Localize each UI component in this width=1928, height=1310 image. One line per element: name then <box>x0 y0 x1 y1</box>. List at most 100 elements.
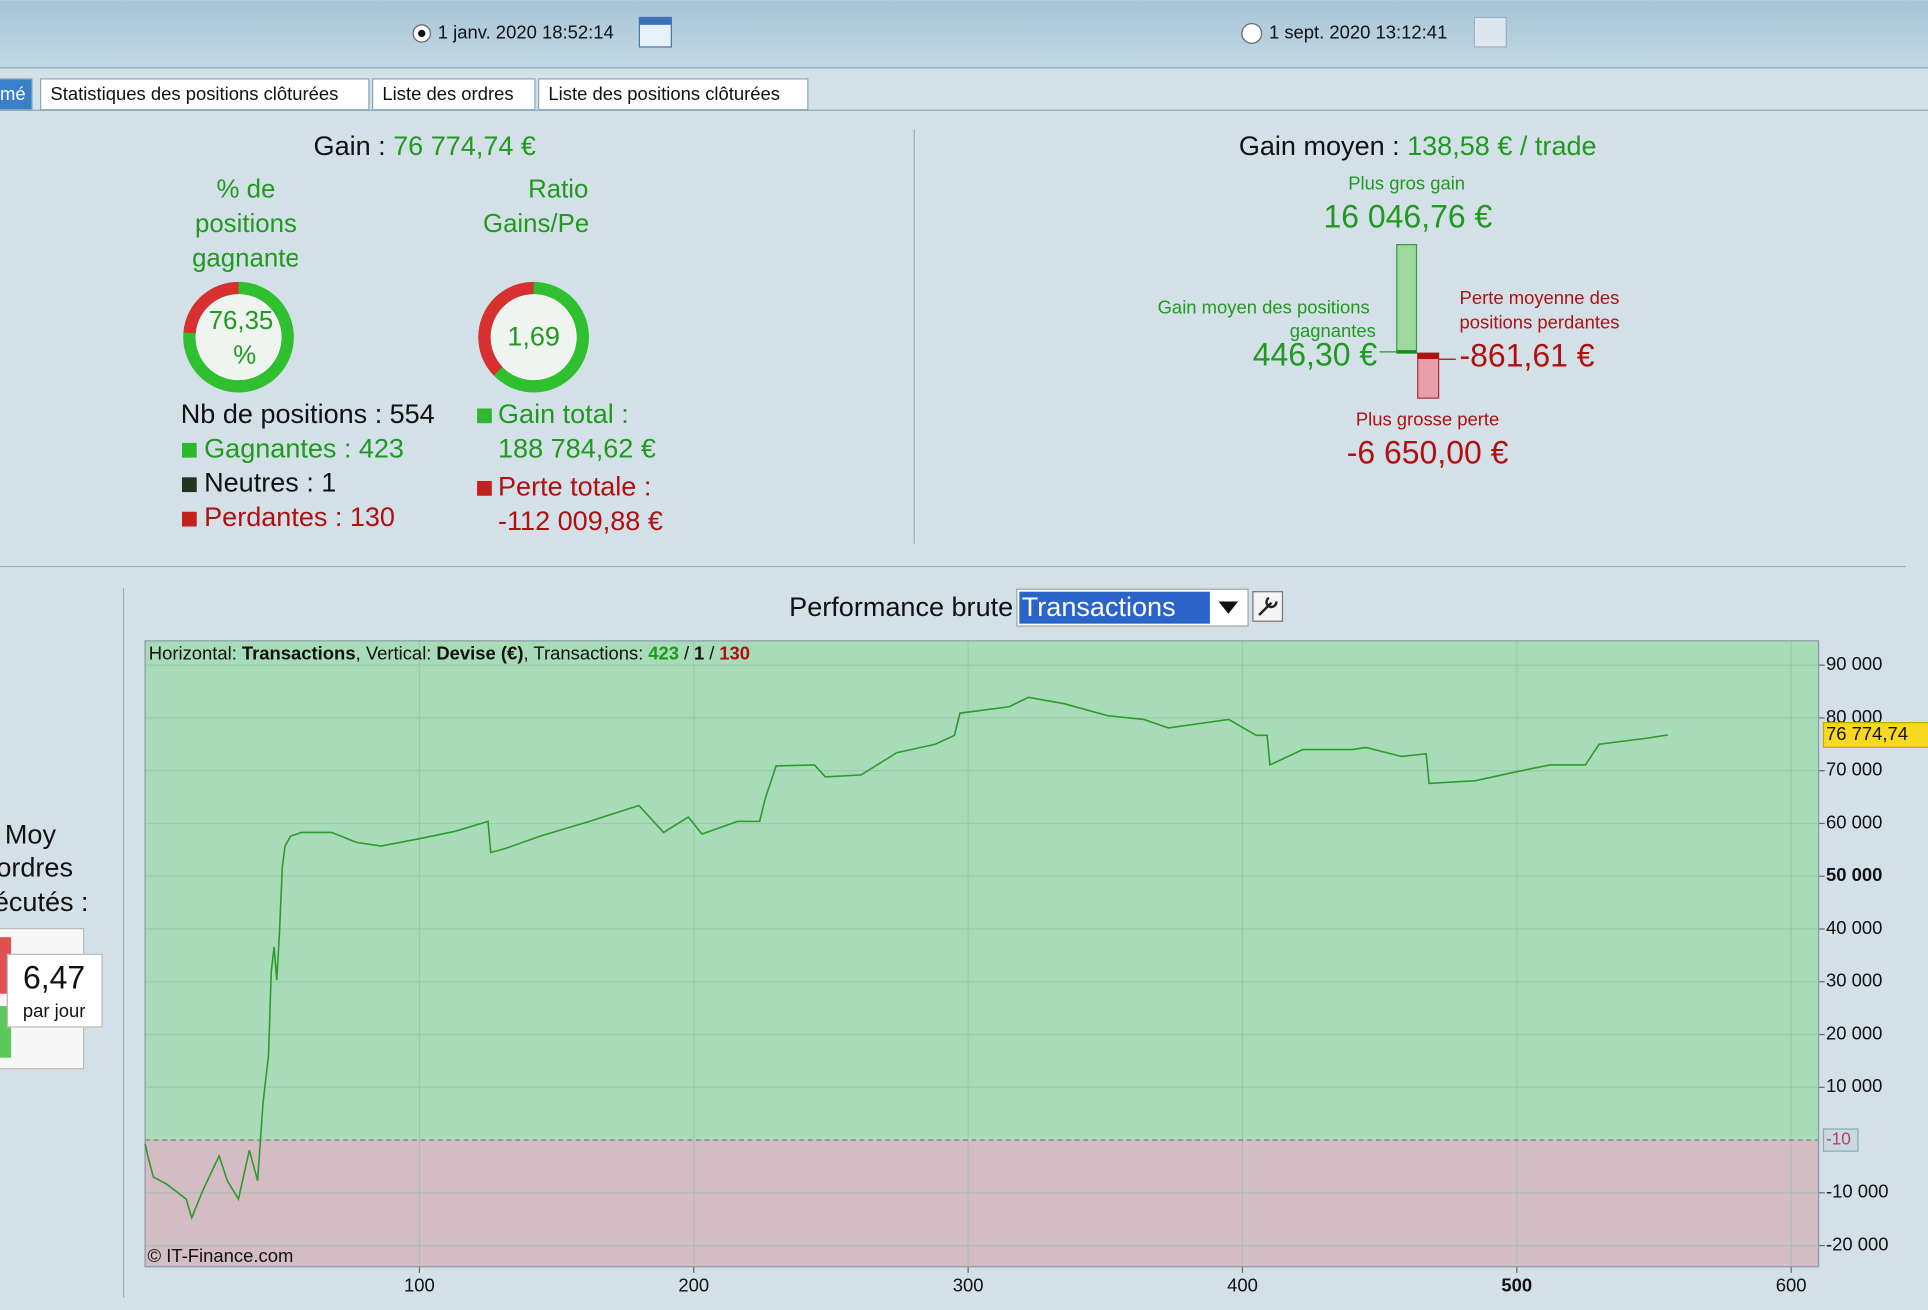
tab[interactable] <box>39 78 370 111</box>
positive-zone <box>145 640 1819 1141</box>
orders-label: Moy <box>5 820 57 850</box>
info-part: , Vertical: <box>356 642 432 663</box>
tab[interactable] <box>0 78 33 111</box>
y-tick-label: 90 000 <box>1826 653 1882 674</box>
radio-end[interactable] <box>1241 22 1263 44</box>
positions-label: Nb de positions : <box>181 399 382 429</box>
extremes-bars <box>1396 244 1440 399</box>
losers: Perdantes : 130 <box>204 502 395 532</box>
orders-icon <box>0 1006 12 1058</box>
plot-frame <box>144 640 1820 1268</box>
ratio: 1,69 <box>507 322 560 352</box>
donut-loss <box>183 281 239 334</box>
tab[interactable] <box>537 78 809 111</box>
donut-inner <box>491 295 576 379</box>
donut-loss <box>478 281 534 376</box>
selector-value: Transactions <box>1022 592 1176 622</box>
info-part: 423 <box>648 642 679 663</box>
neutral-value: 1 <box>321 468 336 498</box>
selector-highlight <box>1019 591 1210 624</box>
wrench-icon <box>1258 596 1278 616</box>
tab-label: Liste des positions clôturées <box>548 83 780 104</box>
max-loss-label: Plus grosse perte <box>1356 409 1499 430</box>
y-tick-label: 30 000 <box>1826 970 1882 991</box>
avg-loss-label: positions perdantes <box>1460 312 1620 333</box>
loss-total-label: Perte totale : <box>498 472 651 502</box>
positions: Nb de positions : 554 <box>181 399 435 429</box>
legend-neutral <box>181 477 197 493</box>
positions-value: 554 <box>390 399 435 429</box>
calendar-icon[interactable] <box>1473 16 1507 48</box>
winners: Gagnantes : 423 <box>204 433 404 463</box>
winners-label: Gagnantes : <box>204 433 351 463</box>
tab-label: mé <box>0 83 26 104</box>
x-tick-label: 400 <box>1227 1274 1258 1295</box>
x-tick-label: 500 <box>1501 1274 1532 1295</box>
gain-total-label: Gain total : <box>498 399 629 429</box>
avg-win: 446,30 € <box>1253 336 1378 372</box>
max-gain-label: Plus gros gain <box>1348 173 1465 194</box>
max-gain: 16 046,76 € <box>1323 199 1492 235</box>
x-tick-label: 300 <box>953 1274 984 1295</box>
max-loss: -6 650,00 € <box>1347 435 1509 471</box>
clip: % de positions gagnante <box>192 176 300 273</box>
radio-dot <box>418 29 426 38</box>
avg-loss: -861,61 € <box>1460 337 1595 373</box>
orders-unit: par jour <box>23 1000 86 1021</box>
y-tick-label: 20 000 <box>1826 1022 1882 1043</box>
clip: Ratio Gains/Pe <box>483 176 589 238</box>
ratio-title: Ratio <box>528 176 588 204</box>
settings-button[interactable] <box>1252 591 1284 622</box>
win-rate-title: gagnante <box>192 245 300 273</box>
y-tick-label: 50 000 <box>1826 864 1882 885</box>
orders-label: ordres <box>0 853 73 883</box>
calendar-top <box>639 17 672 25</box>
avg-loss-bar <box>1417 353 1439 359</box>
neutral: Neutres :1 <box>204 468 336 498</box>
y-tick-label: 70 000 <box>1826 759 1882 780</box>
selector-arrow <box>1218 601 1239 614</box>
x-tick-label: 600 <box>1776 1274 1807 1295</box>
legend-win <box>477 408 492 424</box>
tabs: mé Statistiques des positions clôturées Li… <box>0 78 809 111</box>
y-tick-label: 10 000 <box>1826 1075 1882 1096</box>
y-tick-label: -10 000 <box>1826 1181 1889 1202</box>
orders-label: écutés : <box>0 887 89 917</box>
info-part: Devise (€) <box>436 642 523 663</box>
avg-win-bar <box>1396 350 1417 354</box>
orders-icon <box>0 937 12 994</box>
orders-box <box>6 953 103 1028</box>
x-tick-label: 200 <box>678 1274 709 1295</box>
avg-gain-label: Gain moyen : <box>1239 131 1400 161</box>
chart-info: Horizontal: Transactions, Vertical: Devise… <box>149 642 750 663</box>
legend-loss <box>181 511 197 527</box>
x-tick-label: 100 <box>404 1274 435 1295</box>
plot: -20 000 -10 000 10 000 20 000 30 000 40 000 50… <box>144 640 1928 1295</box>
y-tick-label: 80 000 <box>1826 706 1882 727</box>
legend-loss <box>477 481 492 496</box>
copyright: © IT-Finance.com <box>148 1245 294 1266</box>
equity-line <box>144 696 1668 1221</box>
last-value-box <box>1822 722 1928 748</box>
donuts <box>183 281 589 393</box>
gain: Gain :76 774,74 € <box>314 131 536 161</box>
avg-gain-value: 138,58 € / trade <box>1407 131 1596 161</box>
info-part: , Transactions: <box>523 642 643 663</box>
orders-value: 6,47 <box>23 960 85 996</box>
gain-value: 76 774,74 € <box>393 131 536 161</box>
chart-title: Performance brute <box>789 592 1013 622</box>
last-value-label: 76 774,74 <box>1826 723 1908 744</box>
info-part: Transactions <box>242 642 356 663</box>
info-part: / <box>709 642 715 663</box>
gain-total: 188 784,62 € <box>498 433 656 463</box>
loss-total: -112 009,88 € <box>498 506 663 536</box>
y-tick-label: 40 000 <box>1826 917 1882 938</box>
win-rate-unit: % <box>233 342 256 370</box>
zero-box <box>1822 1128 1859 1152</box>
info-part: / <box>684 642 690 663</box>
tab[interactable] <box>371 78 536 111</box>
win-rate: 76,35 <box>209 307 274 335</box>
tab-label: Statistiques des positions clôturées <box>50 83 338 104</box>
gain-label: Gain : <box>314 131 386 161</box>
